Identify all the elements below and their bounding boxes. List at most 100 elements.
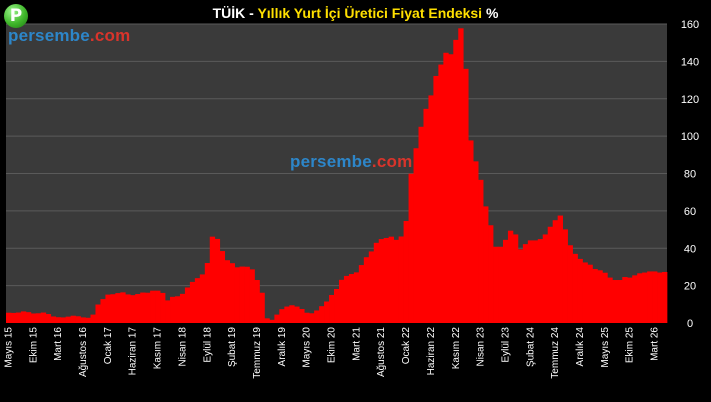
bar bbox=[45, 314, 52, 323]
y-tick-label: 80 bbox=[684, 169, 696, 181]
bar bbox=[353, 272, 360, 323]
bar bbox=[304, 312, 310, 323]
bar bbox=[547, 226, 554, 323]
bar bbox=[259, 292, 265, 323]
bar bbox=[50, 316, 57, 323]
bar bbox=[194, 278, 201, 323]
bar bbox=[80, 317, 86, 323]
bar bbox=[552, 220, 559, 323]
bar bbox=[662, 271, 668, 323]
bar bbox=[6, 312, 12, 323]
bar bbox=[224, 260, 230, 323]
x-tick-label: Ekim 25 bbox=[625, 327, 636, 364]
bar bbox=[20, 311, 27, 323]
title-main: Yıllık Yurt İçi Üretici Fiyat Endeksi bbox=[257, 5, 483, 21]
x-tick-label: Temmuz 24 bbox=[550, 327, 561, 379]
bar bbox=[632, 275, 638, 323]
bar bbox=[483, 206, 489, 323]
watermark-top-left: persembe.com bbox=[8, 26, 130, 46]
bar bbox=[70, 315, 76, 323]
bar bbox=[254, 280, 260, 323]
y-tick-label: 0 bbox=[687, 318, 693, 330]
bar bbox=[95, 304, 101, 323]
bar bbox=[155, 290, 161, 323]
bar bbox=[100, 299, 106, 323]
x-tick-label: Şubat 19 bbox=[227, 327, 238, 367]
x-tick-label: Mart 26 bbox=[650, 327, 661, 361]
bar bbox=[418, 126, 424, 323]
x-axis-ticks: Mayıs 15 Ekim 15 Mart 16 Ağustos 16 Ocak 17 H… bbox=[3, 327, 660, 379]
bar bbox=[199, 274, 206, 323]
bar bbox=[522, 244, 529, 323]
bar bbox=[507, 230, 514, 323]
bar bbox=[289, 305, 295, 323]
bar bbox=[627, 277, 633, 323]
x-tick-label: Ekim 15 bbox=[28, 327, 39, 364]
bar bbox=[135, 294, 141, 323]
x-tick-label: Temmuz 19 bbox=[252, 327, 263, 379]
bar bbox=[498, 246, 504, 323]
bar bbox=[493, 246, 499, 323]
bar bbox=[329, 294, 335, 323]
watermark-part1: persembe bbox=[290, 152, 372, 171]
bar bbox=[468, 140, 474, 323]
x-tick-label: Ağustos 21 bbox=[376, 327, 387, 377]
x-tick-label: Eylül 23 bbox=[500, 327, 511, 363]
bar bbox=[617, 280, 623, 323]
bar bbox=[75, 316, 81, 323]
title-suffix: % bbox=[482, 5, 499, 21]
bar bbox=[592, 268, 598, 323]
x-tick-label: Eylül 18 bbox=[202, 327, 213, 363]
x-tick-label: Şubat 24 bbox=[525, 327, 536, 367]
bar bbox=[264, 318, 270, 323]
bar bbox=[408, 173, 414, 323]
bar bbox=[309, 313, 315, 323]
bar bbox=[403, 220, 409, 323]
bar bbox=[269, 319, 275, 323]
bar bbox=[358, 265, 365, 323]
bar bbox=[368, 251, 375, 323]
y-tick-label: 40 bbox=[684, 243, 696, 255]
bar bbox=[348, 274, 355, 323]
bar bbox=[607, 277, 613, 323]
bar bbox=[244, 266, 250, 323]
x-tick-label: Mart 21 bbox=[351, 327, 362, 361]
bar bbox=[453, 39, 459, 323]
bar bbox=[234, 267, 240, 323]
bar bbox=[438, 64, 444, 324]
bar bbox=[488, 225, 494, 323]
bar bbox=[428, 95, 434, 323]
bar bbox=[612, 280, 618, 323]
bar bbox=[443, 52, 449, 323]
bar bbox=[284, 306, 290, 323]
bar bbox=[160, 292, 166, 323]
bar bbox=[170, 296, 176, 323]
bar bbox=[478, 179, 484, 323]
bar bbox=[657, 272, 663, 323]
bar bbox=[577, 258, 583, 323]
x-tick-label: Nisan 18 bbox=[177, 327, 188, 367]
x-tick-label: Ocak 17 bbox=[103, 327, 114, 365]
bar bbox=[423, 108, 429, 323]
bar bbox=[562, 229, 568, 323]
bar bbox=[179, 293, 186, 323]
bar bbox=[448, 54, 454, 324]
bar bbox=[527, 240, 534, 323]
bar bbox=[334, 288, 340, 323]
bar bbox=[249, 269, 255, 323]
bar bbox=[343, 275, 350, 323]
bar bbox=[145, 292, 151, 323]
bar bbox=[637, 273, 643, 323]
x-tick-label: Aralık 19 bbox=[277, 327, 288, 367]
x-tick-label: Kasım 22 bbox=[451, 327, 462, 370]
x-tick-label: Haziran 17 bbox=[128, 327, 139, 376]
bar bbox=[85, 317, 91, 323]
bar bbox=[110, 294, 116, 323]
bar bbox=[229, 263, 235, 323]
x-tick-label: Ekim 20 bbox=[327, 327, 338, 364]
bar bbox=[587, 264, 593, 323]
bar bbox=[209, 236, 216, 323]
bar bbox=[219, 251, 226, 323]
bar bbox=[383, 237, 390, 323]
